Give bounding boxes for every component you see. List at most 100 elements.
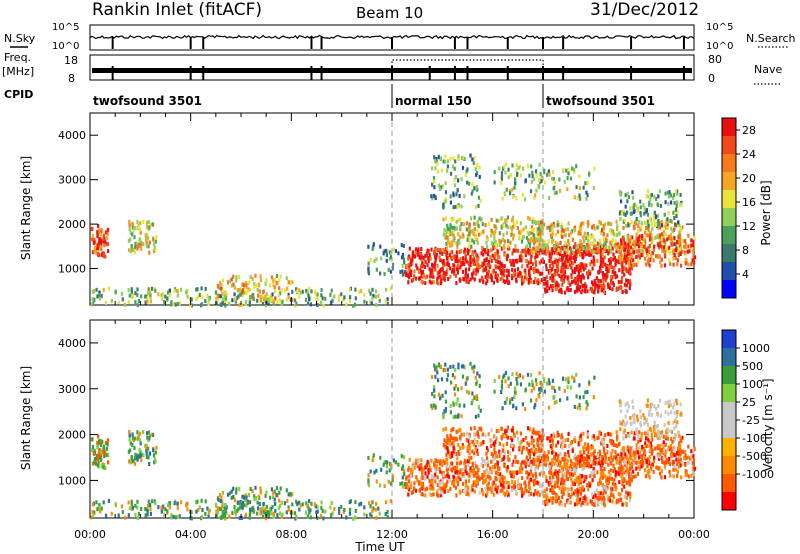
velocity-cell	[482, 492, 485, 497]
power-colorbar-tick-label: 4	[742, 268, 749, 281]
velocity-cell	[524, 487, 527, 492]
velocity-cell	[200, 515, 204, 519]
power-cell	[540, 173, 543, 178]
power-cell	[485, 235, 489, 240]
velocity-cell	[301, 502, 304, 507]
power-cell	[482, 229, 485, 234]
velocity-cell	[448, 454, 451, 459]
velocity-cell	[615, 500, 618, 505]
velocity-cell	[251, 489, 254, 493]
power-cell	[556, 282, 559, 287]
velocity-cell	[468, 435, 471, 440]
power-cell	[225, 292, 228, 297]
power-cell	[560, 290, 563, 295]
power-cell	[470, 257, 473, 262]
power-cell	[683, 244, 686, 249]
power-cell	[215, 297, 218, 301]
velocity-cell	[600, 441, 603, 446]
power-cell	[615, 219, 618, 224]
power-cell	[490, 241, 493, 246]
velocity-cell	[201, 508, 204, 512]
power-cell	[231, 298, 234, 303]
velocity-cell	[559, 444, 563, 449]
velocity-cell	[549, 475, 552, 480]
velocity-cell	[603, 485, 606, 490]
velocity-cell	[405, 475, 408, 480]
power-cell	[96, 233, 99, 238]
velocity-cell	[506, 486, 509, 491]
velocity-cell	[560, 435, 563, 440]
power-cell	[190, 297, 193, 302]
velocity-cell	[221, 514, 224, 519]
velocity-cell	[511, 488, 514, 493]
velocity-cell	[536, 441, 539, 446]
velocity-cell	[264, 493, 267, 498]
velocity-cell	[196, 499, 199, 504]
velocity-cell	[500, 427, 503, 431]
velocity-cell	[340, 504, 343, 509]
power-cell	[642, 240, 646, 245]
velocity-cell	[91, 448, 94, 453]
power-cell	[598, 220, 601, 224]
velocity-cell	[565, 455, 568, 460]
velocity-cell	[602, 434, 605, 439]
velocity-cell	[541, 461, 544, 466]
power-cell	[599, 244, 602, 249]
power-cell	[673, 236, 676, 241]
power-cell	[621, 265, 624, 270]
velocity-cell	[468, 446, 471, 451]
power-cell	[534, 238, 538, 243]
velocity-cell	[316, 516, 319, 521]
velocity-cell	[436, 483, 439, 487]
velocity-cell	[329, 505, 332, 510]
velocity-cell	[414, 458, 418, 463]
power-cell	[447, 256, 450, 260]
power-cell	[610, 228, 614, 233]
velocity-cell	[597, 497, 600, 502]
power-cell	[632, 250, 636, 255]
power-cell	[307, 293, 310, 298]
power-cell	[409, 269, 412, 274]
power-cell	[583, 245, 587, 250]
cpid-label: CPID	[4, 88, 33, 101]
velocity-cell	[565, 461, 569, 466]
power-cell	[358, 289, 361, 294]
velocity-cell	[195, 500, 198, 505]
power-cell	[518, 230, 521, 235]
power-cell	[383, 272, 386, 277]
velocity-cell	[492, 453, 495, 458]
power-cell	[429, 274, 432, 279]
power-cell	[543, 287, 547, 292]
power-cell	[269, 283, 272, 288]
power-cell	[509, 240, 512, 245]
power-cell	[264, 303, 268, 308]
power-cell	[481, 261, 484, 266]
power-cell	[220, 303, 223, 308]
velocity-cell	[552, 475, 555, 480]
power-cell	[692, 247, 695, 252]
velocity-cell	[101, 439, 104, 444]
power-cell	[439, 248, 442, 253]
power-cell	[475, 271, 478, 276]
power-cell	[581, 251, 584, 256]
power-cell	[638, 220, 641, 224]
power-cell	[91, 289, 94, 294]
power-cell	[481, 245, 484, 250]
velocity-cell	[597, 501, 600, 506]
power-cell	[619, 248, 622, 253]
power-cell	[553, 191, 556, 196]
velocity-cell	[136, 430, 139, 435]
power-cell	[144, 300, 147, 305]
power-cell	[635, 242, 638, 247]
velocity-cell	[248, 515, 251, 520]
velocity-cell	[467, 462, 470, 467]
power-cell	[429, 256, 432, 261]
power-cell	[301, 289, 304, 294]
power-cell	[578, 252, 582, 257]
power-cell	[164, 294, 167, 299]
power-cell	[601, 249, 604, 254]
power-cell	[652, 258, 655, 263]
power-cell	[449, 232, 452, 237]
velocity-cell	[309, 515, 312, 520]
power-cell	[650, 203, 653, 208]
